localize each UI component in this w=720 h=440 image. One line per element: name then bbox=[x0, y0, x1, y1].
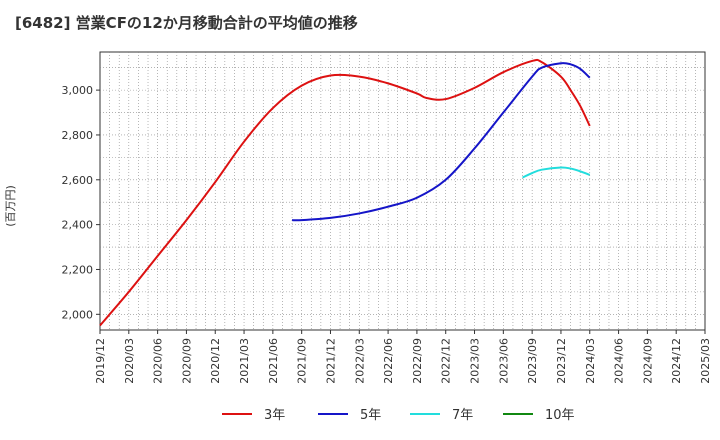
x-tick-label: 2025/03 bbox=[699, 338, 712, 384]
x-tick-label: 2022/03 bbox=[353, 338, 366, 384]
x-tick-label: 2020/03 bbox=[123, 338, 136, 384]
x-tick-label: 2023/06 bbox=[497, 338, 510, 384]
x-tick-label: 2024/06 bbox=[613, 338, 626, 384]
y-tick-label: 2,600 bbox=[62, 174, 94, 187]
legend-label-3年: 3年 bbox=[264, 408, 285, 423]
y-axis: 2,000 2,200 2,400 2,600 2,800 3,000 bbox=[62, 84, 100, 321]
x-tick-label: 2020/09 bbox=[180, 338, 193, 384]
plot-area bbox=[99, 51, 706, 331]
y-tick-label: 2,200 bbox=[62, 263, 94, 276]
legend-label-10年: 10年 bbox=[545, 408, 575, 423]
x-tick-label: 2023/09 bbox=[526, 338, 539, 384]
x-tick-label: 2019/12 bbox=[94, 338, 107, 384]
y-tick-label: 2,800 bbox=[62, 129, 94, 142]
x-tick-label: 2020/12 bbox=[209, 338, 222, 384]
series-lines bbox=[99, 58, 591, 327]
grid-lines bbox=[100, 52, 705, 330]
x-tick-label: 2022/06 bbox=[382, 338, 395, 384]
x-tick-label: 2021/06 bbox=[267, 338, 280, 384]
series-line-3年 bbox=[99, 58, 591, 327]
legend-label-7年: 7年 bbox=[452, 408, 473, 423]
y-axis-label: (百万円) bbox=[4, 185, 17, 227]
y-tick-label: 2,400 bbox=[62, 219, 94, 232]
x-tick-label: 2024/12 bbox=[670, 338, 683, 384]
x-axis: 2019/12 2020/03 2020/06 2020/09 2020/12 2021/… bbox=[94, 330, 712, 384]
x-tick-label: 2021/12 bbox=[324, 338, 337, 384]
x-tick-label: 2024/03 bbox=[584, 338, 597, 384]
series-line-7年 bbox=[522, 166, 591, 179]
series-line-5年 bbox=[292, 62, 591, 222]
chart-title: [6482] 営業CFの12か月移動合計の平均値の推移 bbox=[15, 14, 358, 32]
x-tick-label: 2022/09 bbox=[411, 338, 424, 384]
legend-label-5年: 5年 bbox=[360, 408, 381, 423]
x-tick-label: 2021/09 bbox=[296, 338, 309, 384]
legend: 3年 5年 7年 10年 bbox=[222, 408, 575, 423]
x-tick-label: 2023/12 bbox=[555, 338, 568, 384]
y-tick-label: 2,000 bbox=[62, 308, 94, 321]
x-tick-label: 2022/12 bbox=[440, 338, 453, 384]
x-tick-label: 2023/03 bbox=[469, 338, 482, 384]
x-tick-label: 2020/06 bbox=[152, 338, 165, 384]
x-tick-label: 2024/09 bbox=[641, 338, 654, 384]
y-tick-label: 3,000 bbox=[62, 84, 94, 97]
x-tick-label: 2021/03 bbox=[238, 338, 251, 384]
